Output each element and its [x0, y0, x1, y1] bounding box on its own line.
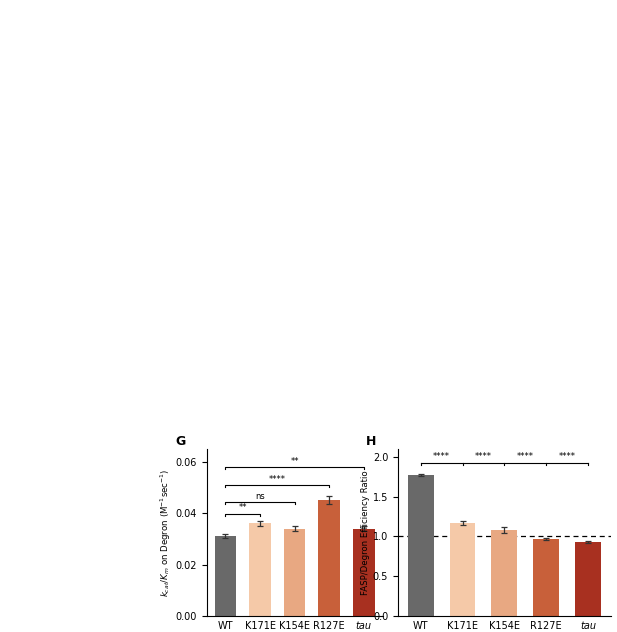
Bar — [533, 539, 559, 616]
Text: ns: ns — [255, 492, 265, 501]
Bar — [575, 542, 601, 616]
Y-axis label: $k_{cat}/K_m$ on Degron (M$^{-1}$sec$^{-1}$): $k_{cat}/K_m$ on Degron (M$^{-1}$sec$^{-… — [159, 468, 173, 597]
Text: **: ** — [291, 457, 299, 466]
Text: **: ** — [238, 503, 247, 513]
Bar — [249, 523, 271, 616]
Bar — [318, 501, 340, 616]
Text: G: G — [175, 435, 185, 448]
Bar — [215, 537, 236, 616]
Bar — [450, 523, 476, 616]
Bar — [353, 528, 375, 616]
Bar — [491, 530, 518, 616]
Text: H: H — [366, 435, 376, 448]
Text: ****: **** — [517, 453, 534, 461]
Text: ****: **** — [559, 453, 576, 461]
Bar — [284, 528, 305, 616]
Text: ****: **** — [433, 453, 450, 461]
Y-axis label: FASP/Degron Efficiency Ratio: FASP/Degron Efficiency Ratio — [361, 470, 370, 595]
Text: ****: **** — [475, 453, 492, 461]
Text: ****: **** — [269, 475, 286, 484]
Bar — [408, 475, 434, 616]
